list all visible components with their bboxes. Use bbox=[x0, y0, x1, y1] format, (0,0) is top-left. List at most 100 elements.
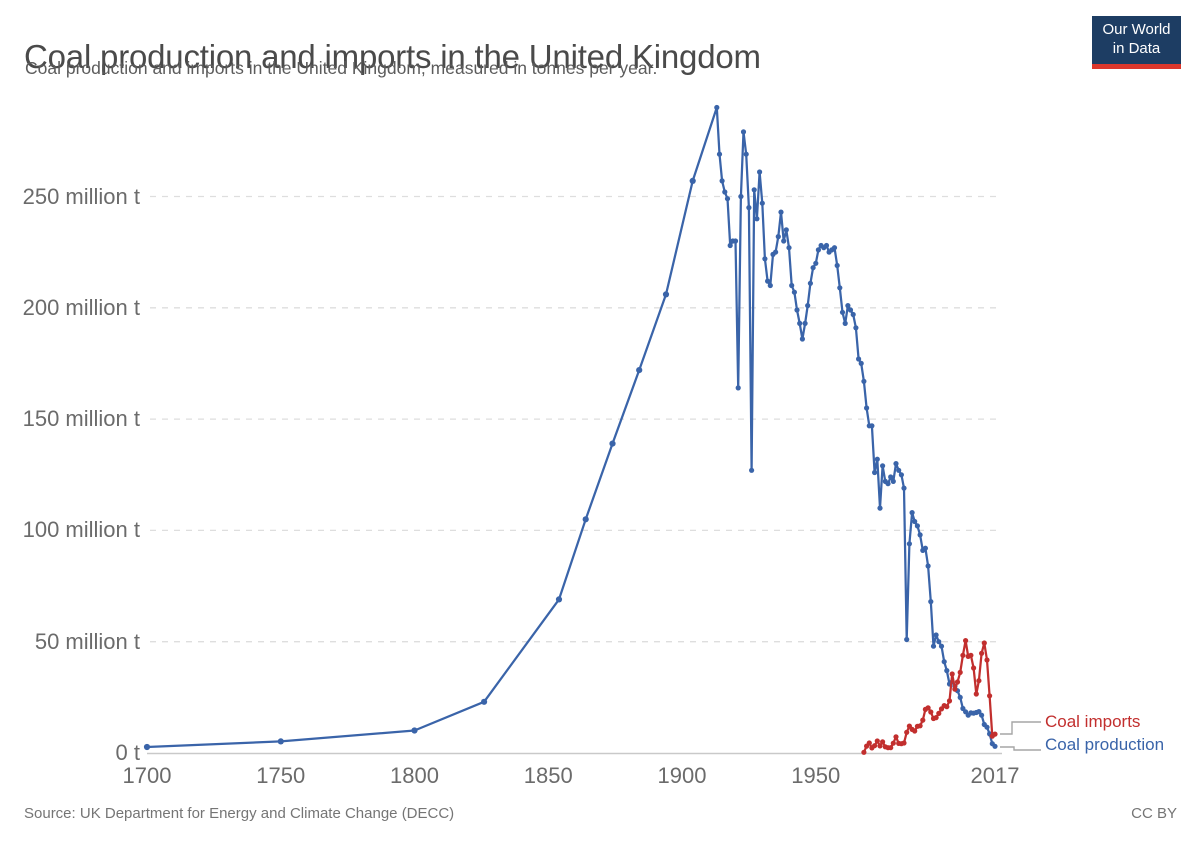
data-point[interactable] bbox=[722, 189, 728, 195]
data-point[interactable] bbox=[842, 320, 848, 326]
data-point[interactable] bbox=[888, 745, 894, 751]
data-point[interactable] bbox=[762, 256, 768, 262]
data-point[interactable] bbox=[992, 731, 998, 737]
data-point[interactable] bbox=[850, 311, 856, 318]
data-point[interactable] bbox=[858, 360, 864, 366]
data-point[interactable] bbox=[874, 738, 880, 744]
license-badge[interactable]: CC BY bbox=[1131, 805, 1177, 822]
data-point[interactable] bbox=[869, 423, 875, 429]
data-point[interactable] bbox=[823, 242, 830, 249]
data-point[interactable] bbox=[813, 260, 819, 266]
data-point[interactable] bbox=[888, 474, 894, 480]
data-point[interactable] bbox=[885, 481, 891, 487]
data-point[interactable] bbox=[861, 749, 867, 755]
data-point[interactable] bbox=[714, 104, 720, 111]
series-line-coal-imports[interactable] bbox=[862, 639, 997, 754]
data-point[interactable] bbox=[909, 509, 915, 516]
data-point[interactable] bbox=[968, 652, 974, 658]
data-point[interactable] bbox=[981, 640, 987, 646]
data-point[interactable] bbox=[746, 205, 752, 211]
data-point[interactable] bbox=[963, 638, 969, 644]
data-point[interactable] bbox=[957, 669, 963, 676]
data-point[interactable] bbox=[992, 743, 998, 749]
data-point[interactable] bbox=[781, 238, 787, 244]
data-point[interactable] bbox=[979, 650, 985, 656]
data-point[interactable] bbox=[810, 265, 816, 271]
legend-coal-imports[interactable]: Coal imports bbox=[1045, 712, 1141, 731]
data-point[interactable] bbox=[877, 743, 883, 749]
data-point[interactable] bbox=[941, 659, 947, 665]
data-point[interactable] bbox=[719, 178, 725, 184]
data-point[interactable] bbox=[481, 698, 488, 705]
data-point[interactable] bbox=[933, 715, 939, 721]
data-point[interactable] bbox=[946, 698, 953, 704]
data-point[interactable] bbox=[767, 282, 773, 289]
data-point[interactable] bbox=[925, 563, 931, 569]
data-point[interactable] bbox=[944, 704, 950, 710]
data-point[interactable] bbox=[839, 309, 846, 315]
data-point[interactable] bbox=[872, 469, 878, 476]
data-point[interactable] bbox=[971, 665, 977, 671]
data-point[interactable] bbox=[930, 643, 937, 649]
data-point[interactable] bbox=[864, 405, 870, 411]
data-point[interactable] bbox=[976, 678, 982, 684]
data-point[interactable] bbox=[582, 516, 589, 523]
data-point[interactable] bbox=[880, 463, 886, 469]
data-point[interactable] bbox=[765, 278, 771, 284]
data-point[interactable] bbox=[987, 693, 993, 699]
data-point[interactable] bbox=[143, 743, 151, 751]
data-point[interactable] bbox=[277, 738, 284, 745]
data-point[interactable] bbox=[938, 643, 945, 649]
data-point[interactable] bbox=[901, 740, 907, 746]
data-point[interactable] bbox=[914, 523, 921, 529]
legend-coal-production[interactable]: Coal production bbox=[1045, 735, 1165, 754]
data-point[interactable] bbox=[662, 291, 670, 298]
data-point[interactable] bbox=[837, 285, 843, 291]
data-point[interactable] bbox=[960, 652, 966, 658]
data-point[interactable] bbox=[866, 740, 872, 746]
data-point[interactable] bbox=[786, 245, 792, 251]
data-point[interactable] bbox=[877, 505, 883, 511]
data-point[interactable] bbox=[928, 709, 934, 715]
data-point[interactable] bbox=[893, 734, 899, 740]
data-point[interactable] bbox=[834, 262, 840, 269]
data-point[interactable] bbox=[845, 303, 851, 309]
data-point[interactable] bbox=[831, 245, 838, 251]
data-point[interactable] bbox=[735, 385, 741, 391]
data-point[interactable] bbox=[917, 723, 923, 729]
data-point[interactable] bbox=[936, 710, 942, 717]
data-point[interactable] bbox=[636, 367, 643, 374]
data-point[interactable] bbox=[922, 545, 929, 551]
data-point[interactable] bbox=[727, 242, 733, 249]
data-point[interactable] bbox=[757, 169, 763, 175]
data-point[interactable] bbox=[740, 129, 747, 135]
data-point[interactable] bbox=[890, 478, 896, 484]
data-point[interactable] bbox=[799, 336, 806, 342]
data-point[interactable] bbox=[738, 193, 744, 200]
data-point[interactable] bbox=[783, 227, 789, 233]
data-point[interactable] bbox=[754, 216, 760, 222]
owid-logo[interactable]: Our World in Data bbox=[1092, 16, 1181, 69]
data-point[interactable] bbox=[944, 668, 950, 674]
data-point[interactable] bbox=[743, 151, 749, 157]
data-point[interactable] bbox=[689, 177, 696, 184]
data-point[interactable] bbox=[807, 280, 814, 286]
data-point[interactable] bbox=[805, 303, 811, 309]
data-point[interactable] bbox=[979, 712, 985, 718]
data-point[interactable] bbox=[856, 356, 862, 362]
data-point[interactable] bbox=[957, 694, 963, 701]
data-point[interactable] bbox=[973, 691, 979, 697]
data-point[interactable] bbox=[952, 686, 958, 692]
data-point[interactable] bbox=[984, 724, 990, 730]
data-point[interactable] bbox=[954, 679, 961, 685]
data-point[interactable] bbox=[936, 639, 942, 645]
data-point[interactable] bbox=[984, 657, 990, 663]
data-point[interactable] bbox=[861, 378, 867, 384]
data-point[interactable] bbox=[925, 705, 931, 711]
data-point[interactable] bbox=[893, 461, 899, 467]
data-point[interactable] bbox=[928, 599, 934, 605]
data-point[interactable] bbox=[724, 196, 731, 202]
data-point[interactable] bbox=[976, 709, 982, 715]
data-point[interactable] bbox=[732, 238, 739, 244]
data-point[interactable] bbox=[880, 739, 886, 745]
